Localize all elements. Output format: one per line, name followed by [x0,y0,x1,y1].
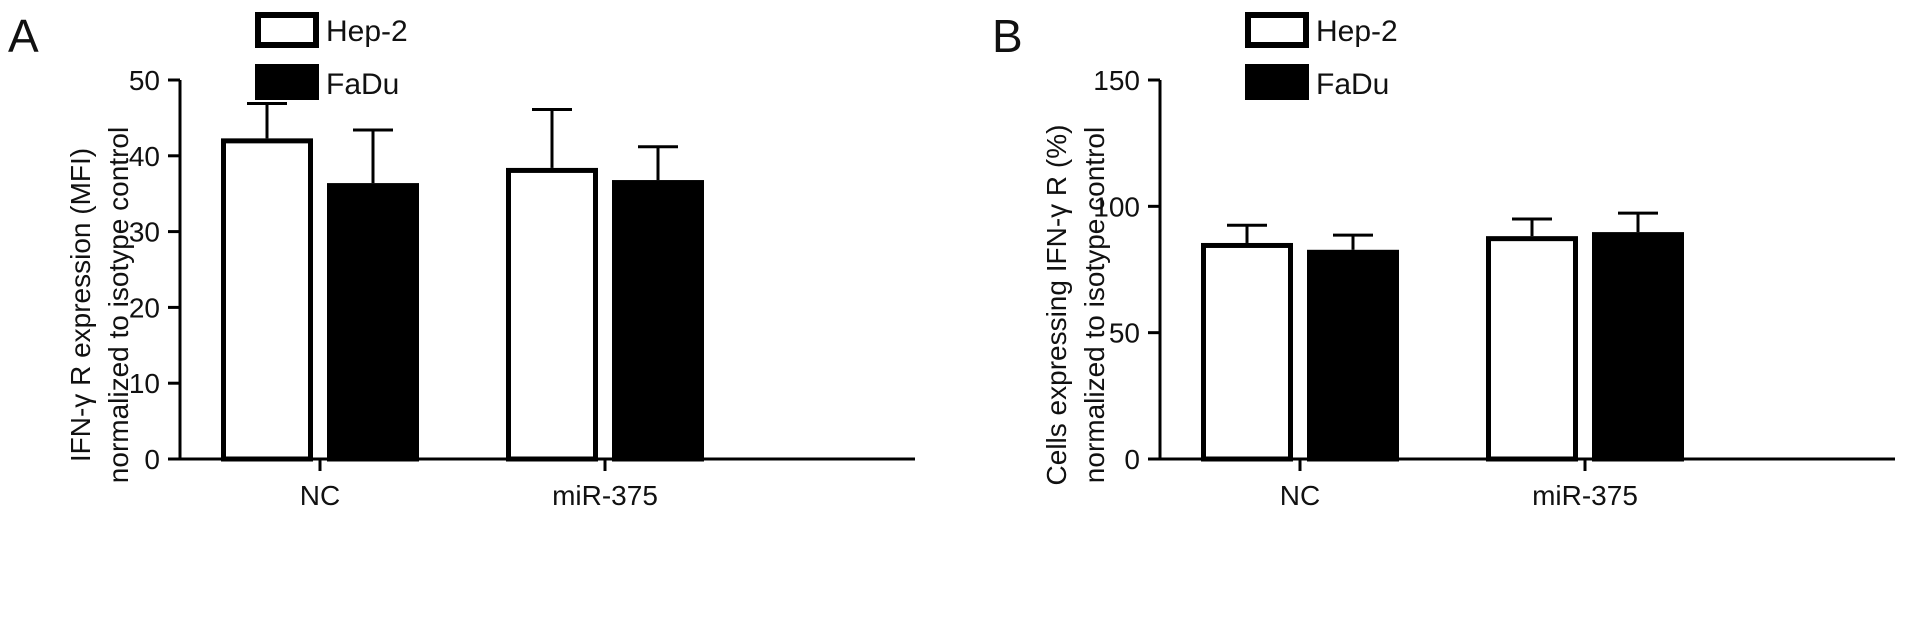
y-tick-label: 150 [1093,65,1140,96]
y-tick-label: 30 [129,217,160,248]
y-tick-label: 40 [129,141,160,172]
legend-a-swatch-fadu [255,64,319,100]
panel-b-marks [1201,211,1684,462]
panel-b-legend: Hep-2 FaDu [1245,12,1398,101]
y-tick-label: 100 [1093,191,1140,222]
legend-a-swatch-hep2 [255,12,319,48]
bar-fadu-nc [1307,249,1399,462]
y-tick-label: 10 [129,368,160,399]
panel-b: B 0 50 100 150 NC miR-375 Cells expressing IF… [992,10,1895,511]
panel-b-ylabel-line-2: normalized to isotype control [1079,127,1110,483]
legend-b-swatch-hep2 [1245,12,1309,48]
y-tick-label: 20 [129,292,160,323]
panel-b-letter: B [992,10,1023,62]
panel-a-ylabel-line-1: IFN-γ R expression (MFI) [65,148,96,462]
bar-fadu-mir375 [612,180,704,462]
panel-b-ylabel-line-1: Cells expressing IFN-γ R (%) [1041,125,1072,486]
bar-hep2-mir375 [1486,236,1578,462]
legend-a-label-hep2: Hep-2 [326,15,408,48]
legend-b-label-hep2: Hep-2 [1316,15,1398,48]
x-category-label: NC [300,480,340,511]
y-tick-label: 50 [1109,318,1140,349]
bar-fadu-nc [327,183,419,462]
bar-fadu-mir375 [1592,232,1684,462]
panel-a-ylabel-line-2: normalized to isotype control [103,127,134,483]
bar-hep2-nc [1201,242,1293,462]
bar-hep2-mir375 [506,167,598,462]
x-category-label: miR-375 [552,480,658,511]
y-tick-label: 0 [1124,444,1140,475]
legend-b-swatch-fadu [1245,64,1309,100]
panel-a: A 0 10 20 30 40 50 NC miR-375 IFN-γ R expressio… [8,10,915,511]
panel-a-legend: Hep-2 FaDu [255,12,408,101]
y-tick-label: 50 [129,65,160,96]
x-category-label: miR-375 [1532,480,1638,511]
y-tick-label: 0 [144,444,160,475]
legend-b-label-fadu: FaDu [1316,68,1389,101]
legend-a-label-fadu: FaDu [326,68,399,101]
panel-a-letter: A [8,10,39,62]
x-category-label: NC [1280,480,1320,511]
bar-hep2-nc [221,138,313,462]
panel-a-marks [221,101,704,462]
